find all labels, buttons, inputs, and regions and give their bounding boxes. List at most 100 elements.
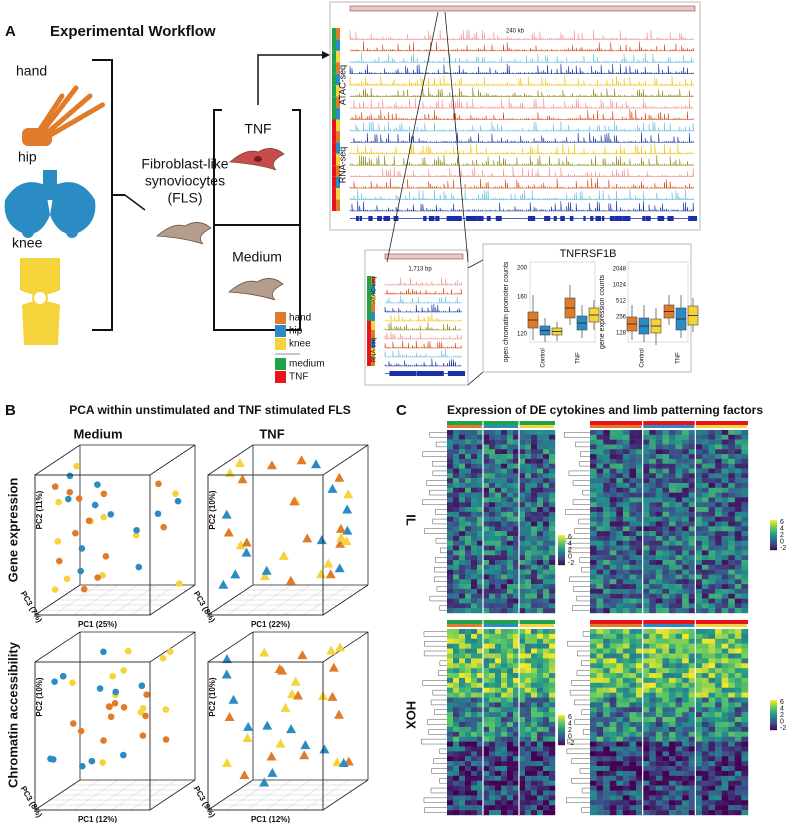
heat-cell xyxy=(662,756,670,762)
heat-cell xyxy=(477,633,484,639)
heat-cell xyxy=(495,579,502,585)
heat-cell xyxy=(513,785,520,791)
heat-cell xyxy=(609,608,617,614)
heat-cell xyxy=(525,638,532,644)
heat-cell xyxy=(708,697,716,703)
heat-cell xyxy=(549,736,556,742)
heat-cell xyxy=(734,780,742,786)
heat-cell xyxy=(622,439,630,445)
heat-cell xyxy=(662,712,670,718)
heat-cell xyxy=(603,497,610,503)
heat-cell xyxy=(531,673,538,679)
heat-cell xyxy=(507,638,514,644)
heat-cell xyxy=(734,468,742,474)
heat-cell xyxy=(459,550,466,556)
heat-cell xyxy=(513,712,520,718)
heat-cell xyxy=(715,569,722,575)
heat-cell xyxy=(513,805,520,811)
heat-cell xyxy=(537,463,544,469)
heat-cell xyxy=(629,795,637,801)
heat-cell xyxy=(701,707,709,713)
pca-point xyxy=(78,545,86,552)
heat-cell xyxy=(489,608,496,614)
heat-cell xyxy=(590,526,597,532)
heat-cell xyxy=(477,449,484,455)
colorbar-step xyxy=(558,741,565,743)
heat-cell xyxy=(662,766,670,772)
heat-cell xyxy=(642,564,650,570)
heat-cell xyxy=(675,648,683,654)
heat-cell xyxy=(596,751,604,757)
heat-cell xyxy=(616,785,624,791)
heat-cell xyxy=(629,673,637,679)
heat-cell xyxy=(590,555,597,561)
heat-cell xyxy=(721,444,729,450)
heat-cell xyxy=(669,593,676,599)
heat-cell xyxy=(622,516,630,522)
colorbar-step xyxy=(770,711,777,713)
heat-cell xyxy=(525,535,532,541)
heat-cell xyxy=(609,540,617,546)
heat-cell xyxy=(459,746,466,752)
heat-cell xyxy=(549,535,556,541)
heat-cell xyxy=(471,722,478,728)
heat-cell xyxy=(537,444,544,450)
heat-cell xyxy=(721,449,729,455)
heat-cell xyxy=(741,687,749,693)
heat-cell xyxy=(453,663,460,669)
colorbar-tick: 6 xyxy=(568,714,572,721)
heat-cell xyxy=(489,521,496,527)
heat-cell xyxy=(622,648,630,654)
heat-cell xyxy=(501,775,508,781)
heat-cell xyxy=(525,487,532,493)
heat-cell xyxy=(513,439,520,445)
annotation-bar xyxy=(642,425,695,428)
heat-cell xyxy=(590,658,597,664)
heat-cell xyxy=(537,482,544,488)
heat-cell xyxy=(616,574,624,580)
heat-cell xyxy=(609,574,617,580)
heat-cell xyxy=(507,722,514,728)
heat-cell xyxy=(609,449,617,455)
heat-cell xyxy=(622,629,630,635)
heat-cell xyxy=(669,775,676,781)
heat-cell xyxy=(688,588,696,594)
heat-cell xyxy=(741,454,749,460)
heat-cell xyxy=(675,430,683,436)
colorbar-step xyxy=(770,703,777,705)
heat-cell xyxy=(669,588,676,594)
heat-cell xyxy=(507,770,514,777)
heat-cell xyxy=(669,731,676,737)
heat-cell xyxy=(483,535,490,541)
heat-cell xyxy=(649,574,657,580)
heat-cell xyxy=(447,653,454,659)
pca-point xyxy=(132,532,140,539)
heat-cell xyxy=(489,692,496,698)
heat-cell xyxy=(682,673,689,679)
heat-cell xyxy=(662,663,670,669)
heat-cell xyxy=(519,795,526,801)
heat-cell xyxy=(596,492,604,498)
heat-cell xyxy=(501,697,508,703)
heat-cell xyxy=(525,663,532,669)
heat-cell xyxy=(701,468,709,474)
heat-cell xyxy=(549,444,556,450)
heat-cell xyxy=(708,492,716,498)
heat-cell xyxy=(549,668,556,674)
colorbar-step xyxy=(770,543,777,545)
colorbar-step xyxy=(558,536,565,538)
heat-cell xyxy=(708,502,716,508)
heat-cell xyxy=(507,780,514,786)
pca-point xyxy=(241,537,252,547)
heat-cell xyxy=(596,736,604,742)
heat-cell xyxy=(459,717,466,723)
heat-cell xyxy=(590,775,597,781)
heat-cell xyxy=(741,653,749,659)
heat-cell xyxy=(695,478,703,484)
track-joint xyxy=(371,294,375,303)
legend-swatch xyxy=(275,371,286,383)
heat-cell xyxy=(629,521,637,527)
heat-cell xyxy=(489,584,496,590)
heat-cell xyxy=(616,731,624,737)
heat-cell xyxy=(453,805,460,811)
